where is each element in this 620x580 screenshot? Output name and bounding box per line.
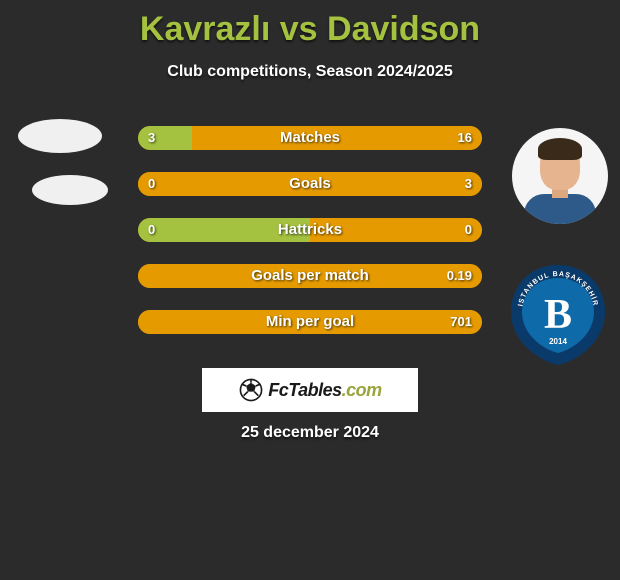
player-right-avatar bbox=[512, 128, 608, 224]
player-left-avatar-placeholder-2 bbox=[32, 175, 108, 205]
stat-label: Goals bbox=[138, 172, 482, 196]
stat-label: Matches bbox=[138, 126, 482, 150]
brand-name: FcTables.com bbox=[268, 380, 381, 401]
stat-label: Min per goal bbox=[138, 310, 482, 334]
stat-label: Goals per match bbox=[138, 264, 482, 288]
stat-row: Min per goal701 bbox=[138, 310, 482, 334]
stats-container: 3Matches160Goals30Hattricks0Goals per ma… bbox=[138, 126, 482, 356]
soccer-ball-icon bbox=[238, 377, 264, 403]
stat-value-right: 3 bbox=[465, 172, 472, 196]
club-badge-letter: B bbox=[544, 292, 572, 338]
date-text: 25 december 2024 bbox=[0, 424, 620, 442]
brand-box: FcTables.com bbox=[202, 368, 418, 412]
player-left-avatar-placeholder-1 bbox=[18, 119, 102, 153]
stat-value-right: 0.19 bbox=[447, 264, 472, 288]
club-badge: ISTANBUL BAŞAKŞEHİR B 2014 bbox=[508, 262, 608, 368]
stat-row: 0Goals3 bbox=[138, 172, 482, 196]
page-title: Kavrazlı vs Davidson bbox=[0, 0, 620, 49]
subtitle: Club competitions, Season 2024/2025 bbox=[0, 63, 620, 81]
stat-value-right: 16 bbox=[458, 126, 472, 150]
stat-row: Goals per match0.19 bbox=[138, 264, 482, 288]
club-badge-year: 2014 bbox=[549, 337, 567, 346]
stat-row: 0Hattricks0 bbox=[138, 218, 482, 242]
stat-row: 3Matches16 bbox=[138, 126, 482, 150]
stat-value-right: 701 bbox=[450, 310, 472, 334]
stat-label: Hattricks bbox=[138, 218, 482, 242]
stat-value-right: 0 bbox=[465, 218, 472, 242]
